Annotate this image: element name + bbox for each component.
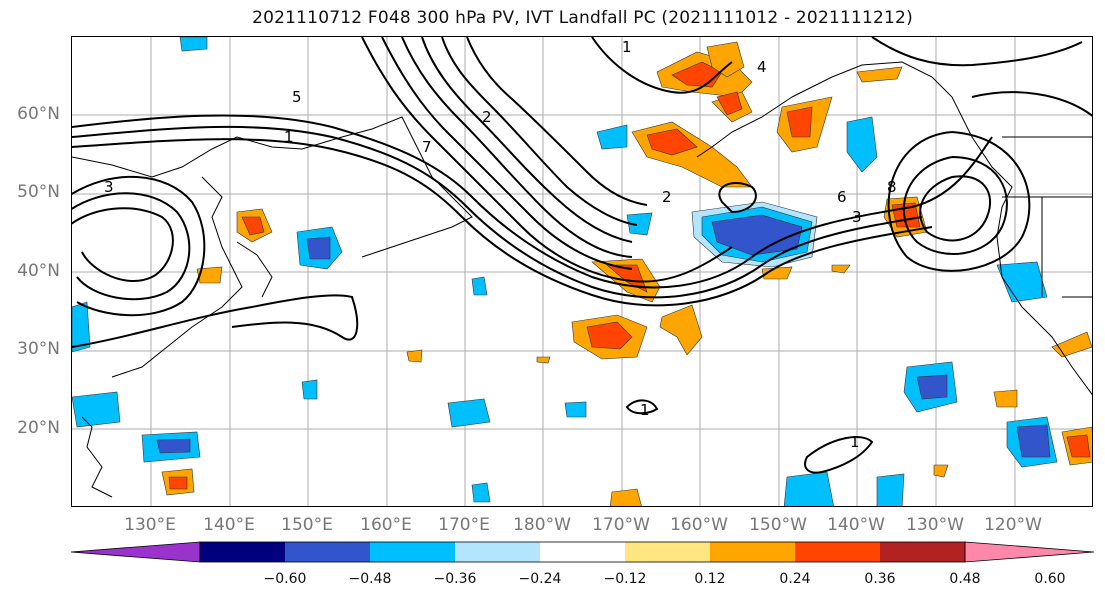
lat-label-40n: 40°N [17,261,60,281]
colorbar-tick-label: 0.60 [1034,571,1066,587]
colorbar-segment [455,542,541,562]
colorbar-segment [710,542,796,562]
contour-labels: 1 2 3 4 5 6 7 8 1 2 3 1 1 [104,38,897,451]
contour-label: 1 [622,38,632,56]
contour-label: 5 [292,88,302,106]
contour-label: 4 [757,58,767,76]
lon-label-180w: 180°W [513,515,571,535]
contour-label: 1 [284,128,294,146]
map-title: 2021110712 F048 300 hPa PV, IVT Landfall… [252,8,913,28]
lon-label-140e: 140°E [203,515,255,535]
colorbar-segment [285,542,371,562]
contour-label: 2 [662,188,672,206]
colorbar-tick-label: −0.60 [263,571,307,587]
lat-label-50n: 50°N [17,182,60,202]
colorbar-tick-label: 0.24 [779,571,811,587]
lon-label-160w: 160°W [670,515,728,535]
lon-label-130e: 130°E [124,515,176,535]
colorbar-tick-label: −0.48 [348,571,392,587]
map-canvas: 1 2 3 4 5 6 7 8 1 2 3 1 1 [72,37,1092,506]
lon-label-120w: 120°W [984,515,1042,535]
colorbar-tick-label: −0.12 [603,571,647,587]
coastlines [72,61,1092,498]
contour-label: 8 [887,178,897,196]
lat-label-30n: 30°N [17,339,60,359]
colorbar-tick-label: 0.48 [949,571,981,587]
colorbar [70,541,1095,563]
lon-label-160e: 160°E [360,515,412,535]
contour-label: 1 [640,401,650,419]
colorbar-tick-label: 0.36 [864,571,896,587]
graticule [72,37,1092,506]
lat-label-20n: 20°N [17,418,60,438]
ivt-anomaly-fills [72,37,1092,506]
colorbar-extend-max [964,541,1095,563]
colorbar-tick-label: −0.24 [518,571,562,587]
colorbar-tick-label: 0.12 [694,571,726,587]
lon-label-150w: 150°W [749,515,807,535]
colorbar-segment [795,542,881,562]
lon-label-170w: 170°W [592,515,650,535]
lon-label-140w: 140°W [827,515,885,535]
lat-label-60n: 60°N [17,104,60,124]
colorbar-outline [199,541,966,563]
contour-label: 6 [837,188,847,206]
colorbar-segment [200,542,286,562]
contour-label: 2 [482,108,492,126]
colorbar-segment [540,542,626,562]
colorbar-extend-min [70,541,201,563]
lon-label-130w: 130°W [906,515,964,535]
colorbar-segment [880,542,966,562]
contour-label: 7 [422,138,432,156]
lon-label-150e: 150°E [281,515,333,535]
contour-label: 3 [104,178,114,196]
contour-label: 1 [850,433,860,451]
colorbar-segment [625,542,711,562]
contour-label: 3 [852,208,862,226]
lon-label-170e: 170°E [438,515,490,535]
colorbar-segment [370,542,456,562]
pv-contours [72,37,1092,474]
map-panel: 1 2 3 4 5 6 7 8 1 2 3 1 1 [71,36,1093,507]
colorbar-tick-label: −0.36 [433,571,477,587]
